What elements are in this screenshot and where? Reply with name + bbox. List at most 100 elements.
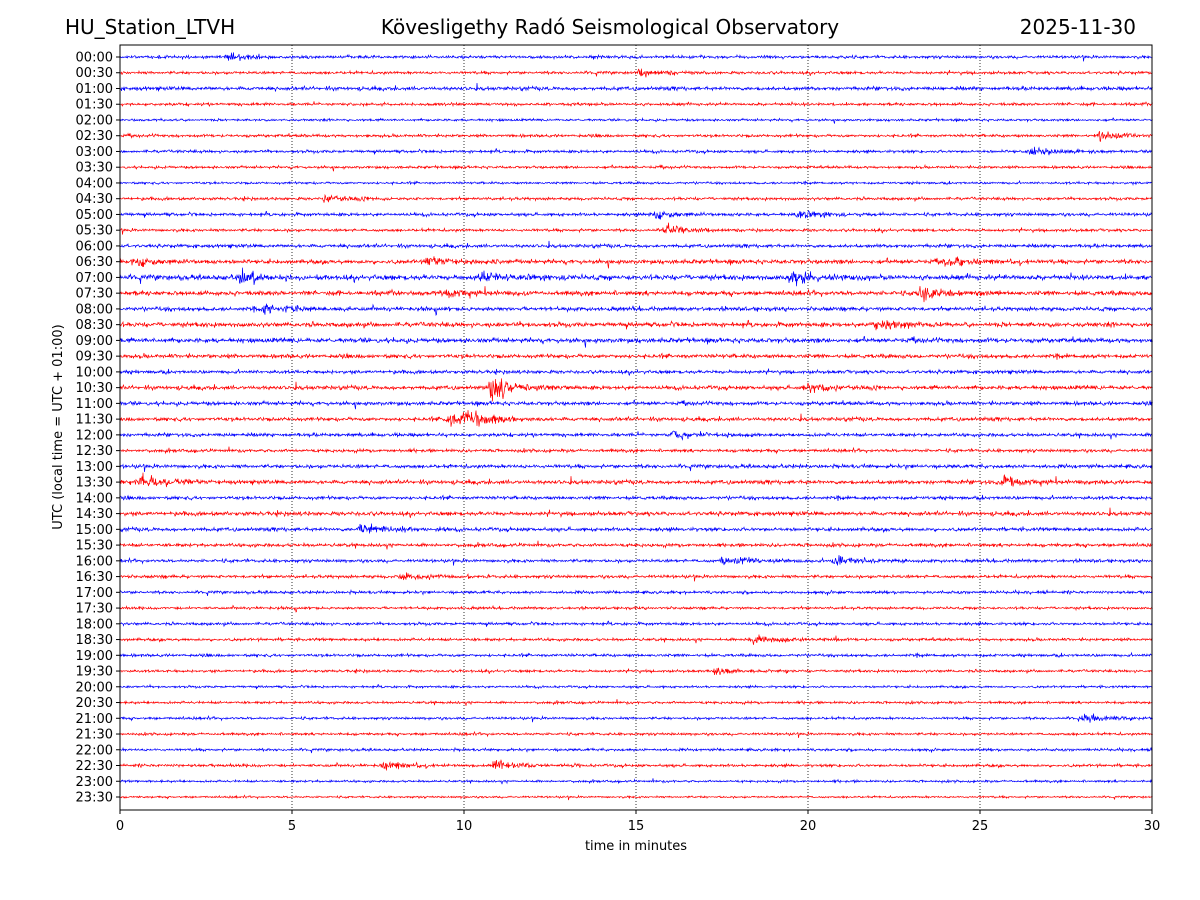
trace-2330 — [119, 794, 1153, 801]
trace-0100 — [119, 82, 1153, 92]
trace-0330 — [119, 163, 1153, 172]
trace-2100 — [119, 713, 1153, 723]
trace-0930 — [119, 352, 1153, 360]
trace-1730 — [120, 604, 1153, 613]
trace-1000 — [119, 368, 1153, 376]
chart-date: 2025-11-30 — [1019, 15, 1136, 39]
y-tick-label: 22:30 — [76, 759, 113, 774]
trace-0130 — [119, 101, 1153, 108]
trace-1130 — [119, 410, 1153, 427]
y-tick-label: 05:30 — [76, 224, 113, 239]
trace-1100 — [119, 399, 1153, 410]
trace-1530 — [119, 540, 1153, 550]
trace-1830 — [119, 634, 1153, 645]
y-tick-label: 23:00 — [76, 775, 113, 790]
y-tick-label: 16:00 — [76, 554, 113, 569]
trace-0530 — [119, 222, 1153, 235]
trace-2000 — [119, 683, 1153, 690]
trace-1030 — [119, 378, 1153, 402]
y-tick-label: 12:00 — [76, 428, 113, 443]
y-tick-label: 07:30 — [76, 287, 113, 302]
trace-1400 — [119, 494, 1153, 502]
y-tick-label: 02:30 — [76, 129, 113, 144]
y-tick-label: 10:00 — [76, 365, 113, 380]
y-tick-label: 01:30 — [76, 98, 113, 113]
trace-0230 — [120, 130, 1153, 142]
y-tick-label: 00:00 — [76, 51, 113, 66]
y-tick-label: 19:00 — [76, 649, 113, 664]
y-tick-label: 05:00 — [76, 208, 113, 223]
y-tick-label: 06:00 — [76, 239, 113, 254]
trace-1200 — [119, 430, 1153, 441]
y-tick-label: 11:00 — [76, 397, 113, 412]
trace-0730 — [119, 286, 1153, 303]
trace-2030 — [119, 699, 1153, 706]
trace-0500 — [119, 209, 1153, 220]
y-tick-label: 18:30 — [76, 633, 113, 648]
y-tick-label: 13:00 — [76, 460, 113, 475]
trace-1430 — [119, 507, 1153, 519]
x-axis-label: time in minutes — [585, 839, 687, 854]
trace-1900 — [119, 651, 1153, 659]
y-tick-label: 04:00 — [76, 176, 113, 191]
y-tick-label: 22:00 — [76, 743, 113, 758]
trace-2300 — [119, 778, 1153, 785]
trace-1700 — [119, 589, 1153, 597]
trace-0430 — [119, 193, 1153, 203]
x-tick-label: 0 — [116, 819, 124, 834]
y-tick-label: 19:30 — [76, 665, 113, 680]
trace-0830 — [119, 319, 1153, 331]
y-tick-label: 04:30 — [76, 192, 113, 207]
y-tick-label: 17:30 — [76, 602, 113, 617]
x-tick-label: 20 — [800, 819, 817, 834]
y-tick-label: 03:30 — [76, 161, 113, 176]
x-tick-label: 5 — [288, 819, 296, 834]
y-tick-label: 00:30 — [76, 66, 113, 81]
y-tick-label: 12:30 — [76, 444, 113, 459]
x-tick-label: 30 — [1144, 819, 1161, 834]
y-tick-label: 09:30 — [76, 350, 113, 365]
trace-1600 — [119, 555, 1153, 566]
y-tick-label: 16:30 — [76, 570, 113, 585]
chart-title: Kövesligethy Radó Seismological Observat… — [380, 15, 840, 39]
trace-0030 — [119, 68, 1153, 78]
y-tick-label: 14:00 — [76, 491, 113, 506]
y-tick-label: 03:00 — [76, 145, 113, 160]
y-tick-label: 13:30 — [76, 476, 113, 491]
trace-1630 — [119, 572, 1153, 582]
y-tick-label: 21:00 — [76, 712, 113, 727]
trace-0600 — [119, 240, 1153, 250]
y-tick-label: 18:00 — [76, 617, 113, 632]
station-name: HU_Station_LTVH — [65, 15, 236, 39]
trace-1330 — [119, 472, 1153, 488]
y-axis-label: UTC (local time = UTC + 01:00) — [51, 324, 66, 529]
trace-0400 — [119, 179, 1153, 186]
trace-0300 — [119, 146, 1153, 156]
x-tick-label: 10 — [456, 819, 473, 834]
y-tick-label: 11:30 — [76, 413, 113, 428]
y-tick-label: 07:00 — [76, 271, 113, 286]
trace-0630 — [119, 256, 1153, 269]
trace-1930 — [119, 667, 1153, 676]
y-tick-label: 15:00 — [76, 523, 113, 538]
y-tick-label: 06:30 — [76, 255, 113, 270]
x-tick-label: 15 — [628, 819, 645, 834]
x-tick-label: 25 — [972, 819, 989, 834]
y-tick-label: 08:00 — [76, 302, 113, 317]
y-tick-label: 02:00 — [76, 113, 113, 128]
y-tick-label: 15:30 — [76, 539, 113, 554]
trace-0700 — [119, 267, 1153, 287]
y-tick-label: 20:00 — [76, 680, 113, 695]
trace-1230 — [119, 446, 1153, 455]
trace-2130 — [119, 730, 1153, 738]
y-tick-label: 08:30 — [76, 318, 113, 333]
y-tick-label: 01:00 — [76, 82, 113, 97]
trace-1300 — [119, 462, 1153, 473]
trace-1500 — [119, 523, 1153, 534]
trace-0800 — [119, 303, 1153, 317]
trace-0200 — [119, 117, 1153, 124]
trace-0900 — [119, 335, 1153, 348]
y-tick-label: 09:00 — [76, 334, 113, 349]
y-tick-label: 21:30 — [76, 728, 113, 743]
